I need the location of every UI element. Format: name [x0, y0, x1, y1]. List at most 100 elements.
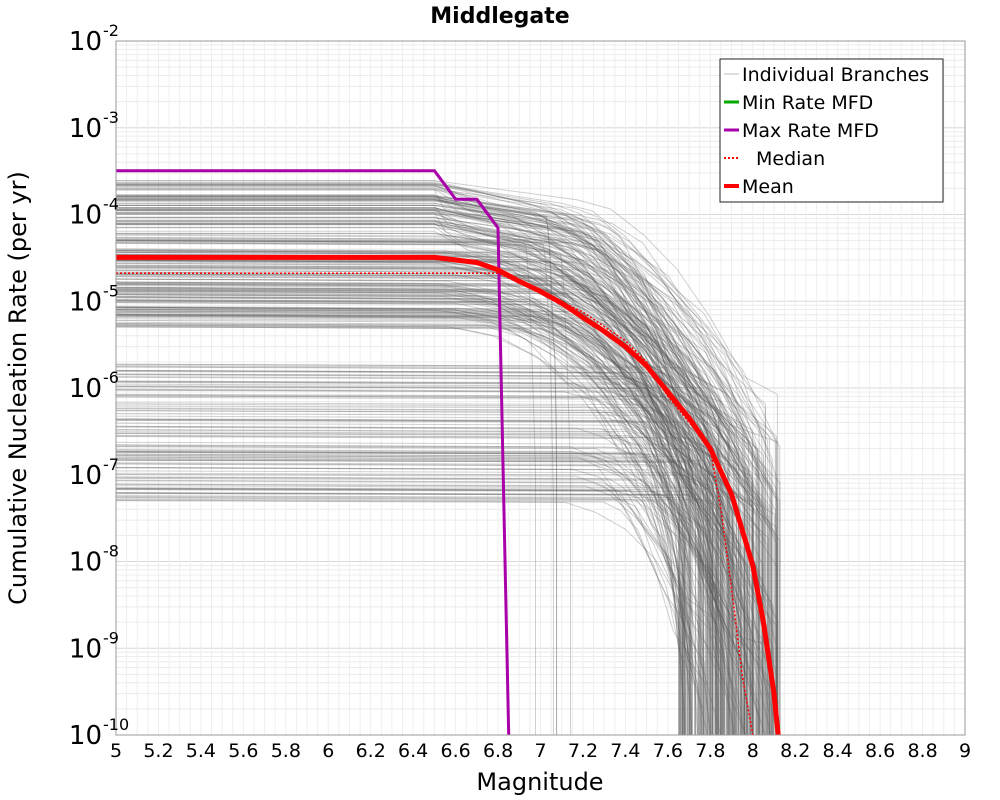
- branch-line: [116, 183, 720, 735]
- x-tick-label: 8.8: [907, 740, 937, 762]
- branch-line: [115, 307, 754, 735]
- branch-line: [115, 311, 742, 735]
- branch-line: [115, 389, 752, 735]
- branch-line: [115, 289, 777, 735]
- y-tick-exponent: -2: [103, 21, 119, 40]
- branch-line: [115, 239, 758, 735]
- x-tick-label: 5.6: [228, 740, 258, 762]
- branch-line: [115, 283, 680, 735]
- branch-line: [115, 410, 725, 735]
- branch-line: [115, 408, 773, 735]
- branch-line: [115, 241, 741, 735]
- branch-line: [115, 248, 746, 735]
- branch-line: [115, 296, 779, 735]
- x-tick-label: 7.6: [653, 740, 683, 762]
- branch-line: [115, 283, 749, 735]
- series-lines: [116, 169, 781, 736]
- branch-line: [116, 209, 760, 735]
- branch-line: [115, 495, 722, 736]
- branch-line: [116, 216, 739, 735]
- y-tick-exponent: -10: [103, 715, 129, 734]
- branch-line: [116, 219, 750, 735]
- branch-line: [115, 265, 770, 735]
- branch-line: [116, 195, 757, 735]
- branch-line: [115, 426, 721, 735]
- branch-line: [115, 451, 685, 735]
- branch-line: [115, 315, 769, 735]
- branch-line: [116, 212, 714, 735]
- branch-line: [116, 204, 777, 735]
- branch-line: [116, 207, 717, 735]
- branch-line: [115, 306, 770, 735]
- branch-line: [115, 458, 728, 735]
- y-tick-labels: 10-210-310-410-510-610-710-810-910-10: [69, 21, 129, 751]
- branch-line: [116, 233, 691, 735]
- branch-line: [115, 380, 717, 735]
- branch-line: [115, 487, 766, 736]
- branch-line: [116, 223, 536, 735]
- branch-line: [116, 198, 709, 735]
- branch-line: [115, 363, 759, 735]
- branch-line: [115, 259, 754, 735]
- x-tick-label: 8.2: [780, 740, 810, 762]
- x-tick-label: 5.4: [186, 740, 216, 762]
- branch-line: [116, 183, 757, 735]
- branch-line: [115, 237, 680, 735]
- branch-line: [116, 199, 760, 735]
- x-tick-labels: 5 5.2 5.4 5.6 5.8 6 6.2 6.4 6.6 6.8 7 7.2 7.4 7.6 7.8 8…: [110, 740, 971, 762]
- y-tick-exponent: -3: [103, 108, 119, 127]
- branch-line: [115, 275, 714, 735]
- branch-line: [115, 254, 686, 735]
- legend: Individual Branches Min Rate MFD Max Rate …: [719, 58, 944, 203]
- branch-line: [115, 380, 681, 735]
- branch-line: [115, 283, 778, 735]
- branch-line: [116, 223, 692, 735]
- branch-line: [115, 429, 681, 735]
- y-tick-label: 10: [69, 114, 102, 144]
- branch-line: [115, 249, 745, 735]
- branch-line: [116, 213, 778, 735]
- branch-line: [115, 266, 714, 735]
- branch-line: [116, 196, 749, 735]
- branch-line: [115, 238, 681, 735]
- series-line-mean: [116, 254, 781, 736]
- y-tick-exponent: -7: [103, 455, 119, 474]
- branch-line: [115, 395, 729, 735]
- branch-line: [115, 449, 767, 735]
- branch-line: [115, 369, 737, 735]
- y-tick-label: 10: [69, 374, 102, 404]
- branch-line: [116, 182, 686, 735]
- branch-line: [116, 200, 735, 735]
- y-tick-label: 10: [69, 548, 102, 578]
- y-tick-label: 10: [69, 27, 102, 57]
- branch-line: [115, 403, 683, 735]
- branch-line: [115, 324, 684, 735]
- branch-line: [115, 239, 722, 735]
- branch-line: [115, 299, 713, 735]
- branch-line: [115, 310, 761, 735]
- y-tick-label: 10: [69, 287, 102, 317]
- branch-line: [115, 273, 737, 735]
- branch-line: [115, 418, 779, 735]
- branch-line: [116, 227, 737, 735]
- branch-line: [115, 463, 736, 735]
- y-tick-exponent: -6: [103, 368, 119, 387]
- branch-line: [115, 418, 751, 735]
- branch-line: [115, 273, 724, 735]
- branch-line: [116, 202, 688, 735]
- legend-label: Individual Branches: [742, 64, 929, 86]
- branch-line: [116, 207, 689, 735]
- branch-line: [116, 211, 731, 735]
- branch-line: [115, 315, 726, 735]
- branch-line: [115, 240, 722, 735]
- x-tick-label: 7.8: [695, 740, 725, 762]
- branch-line: [115, 373, 716, 735]
- branch-line: [115, 459, 778, 735]
- branch-line: [115, 313, 745, 735]
- branch-line: [115, 308, 776, 735]
- branch-line: [115, 286, 781, 735]
- branch-line: [116, 184, 766, 735]
- branch-line: [115, 254, 753, 735]
- branch-line: [115, 432, 704, 735]
- branch-line: [115, 326, 701, 735]
